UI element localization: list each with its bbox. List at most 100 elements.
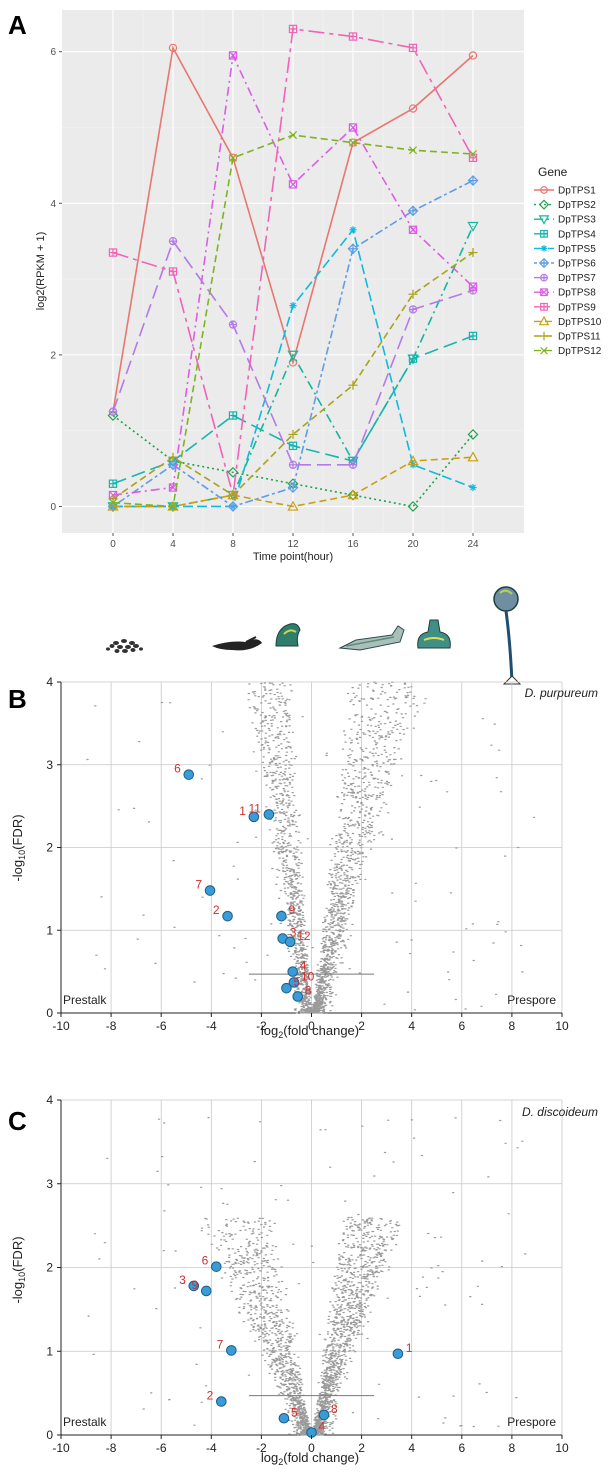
gene-marker — [284, 936, 296, 948]
data-point — [467, 429, 479, 440]
prespore-label: Prespore — [507, 1415, 556, 1429]
data-point — [347, 243, 359, 255]
gene-label: 7 — [195, 878, 202, 892]
gene-point: 8 — [318, 1402, 338, 1421]
legend-label: DpTPS6 — [558, 259, 596, 270]
x-tick-label: -4 — [206, 1019, 217, 1033]
data-point — [227, 501, 239, 512]
y-tick-label: 3 — [46, 1177, 53, 1191]
data-point — [348, 138, 358, 147]
x-tick-label: 10 — [555, 1019, 569, 1033]
data-point — [408, 104, 418, 113]
legend-item: DpTPS1 — [534, 186, 596, 197]
gene-point: 6 — [202, 1254, 222, 1272]
panel-letter-c: C — [8, 1106, 27, 1136]
gene-marker — [211, 1261, 222, 1272]
y-tick-label: 3 — [46, 758, 53, 772]
gene-marker — [216, 1396, 227, 1407]
y-tick-label: 2 — [46, 841, 53, 855]
series-DpTPS12 — [108, 131, 478, 511]
y-tick-label: 0 — [46, 1428, 53, 1442]
x-tick-label: 0 — [308, 1441, 315, 1455]
data-point — [287, 350, 299, 361]
x-tick-label: 8 — [509, 1019, 516, 1033]
data-point — [468, 51, 478, 60]
gene-marker — [204, 885, 216, 896]
gene-marker — [226, 1345, 237, 1356]
gene-label: 8 — [331, 1402, 338, 1416]
legend-item: DpTPS11 — [534, 332, 601, 343]
y-tick-label: 6 — [50, 47, 56, 58]
data-point — [408, 289, 418, 299]
x-tick-label: 4 — [170, 539, 176, 550]
gene-point: 8 — [292, 983, 312, 1002]
x-tick-label: 2 — [358, 1441, 365, 1455]
data-point — [348, 380, 358, 390]
gene-marker — [248, 811, 260, 823]
gene-label: 8 — [305, 983, 312, 997]
stage-aggregate — [212, 636, 262, 651]
x-tick-label: 6 — [458, 1441, 465, 1455]
legend-label: DpTPS2 — [558, 200, 596, 211]
x-tick-label: 4 — [408, 1019, 415, 1033]
legend-label: DpTPS10 — [558, 317, 602, 328]
data-point — [408, 146, 418, 155]
data-point — [168, 502, 178, 511]
x-tick-label: 6 — [458, 1019, 465, 1033]
x-tick-label: -8 — [106, 1441, 117, 1455]
data-point — [407, 501, 419, 512]
species-label: D. purpureum — [525, 686, 598, 700]
legend-label: DpTPS9 — [558, 302, 596, 313]
data-point — [228, 153, 238, 162]
stage-migrating-slug — [338, 625, 405, 651]
grid — [60, 681, 563, 1014]
gene-marker — [392, 1348, 404, 1360]
gene-label: 1 — [239, 804, 246, 818]
gene-label: 4 — [300, 959, 307, 973]
data-point — [288, 460, 298, 469]
x-axis-label: log2(fold change) — [261, 1023, 359, 1040]
legend-label: DpTPS8 — [558, 288, 596, 299]
gene-point: 5 — [278, 1405, 298, 1424]
gene-marker — [188, 1280, 200, 1292]
stage-slug — [275, 623, 301, 647]
grid — [60, 1099, 563, 1436]
data-point — [108, 498, 118, 507]
x-tick-label: -2 — [256, 1441, 267, 1455]
series-lines — [107, 24, 479, 513]
legend-label: DpTPS4 — [558, 229, 596, 240]
y-tick-label: 1 — [46, 1344, 53, 1358]
gene-marker — [287, 966, 299, 977]
legend-item: DpTPS12 — [534, 346, 602, 357]
data-point — [228, 51, 238, 60]
legend-item: DpTPS2 — [534, 199, 596, 211]
gene-point: 5 — [281, 975, 300, 994]
highlighted-genes: 6 3 9 7 1 2 5 84 — [179, 1254, 413, 1438]
x-axis-label: log2(fold change) — [261, 1450, 359, 1467]
gene-label: 12 — [297, 929, 311, 943]
legend-item: DpTPS5 — [534, 244, 596, 255]
gene-label: 4 — [319, 1419, 326, 1433]
x-tick-label: 2 — [358, 1019, 365, 1033]
x-tick-label: 8 — [509, 1441, 516, 1455]
gene-marker — [263, 809, 275, 820]
gene-marker — [318, 1409, 330, 1421]
x-tick-label: 20 — [407, 539, 419, 550]
data-point — [408, 225, 418, 235]
x-tick-label: -6 — [156, 1441, 167, 1455]
x-tick-label: 16 — [347, 539, 359, 550]
legend-label: DpTPS7 — [558, 273, 596, 284]
data-point — [168, 236, 178, 246]
x-tick-label: 12 — [287, 539, 299, 550]
data-point — [287, 500, 299, 511]
gene-point: 11 — [248, 801, 275, 820]
background-points — [87, 1117, 527, 1436]
x-tick-label: -8 — [106, 1019, 117, 1033]
legend-label: DpTPS3 — [558, 215, 596, 226]
legend-label: DpTPS11 — [558, 332, 601, 343]
x-tick-label: 0 — [308, 1019, 315, 1033]
gene-point: 2 — [207, 1389, 227, 1407]
gene-point: 7 — [217, 1337, 237, 1356]
gene-marker — [288, 977, 300, 988]
